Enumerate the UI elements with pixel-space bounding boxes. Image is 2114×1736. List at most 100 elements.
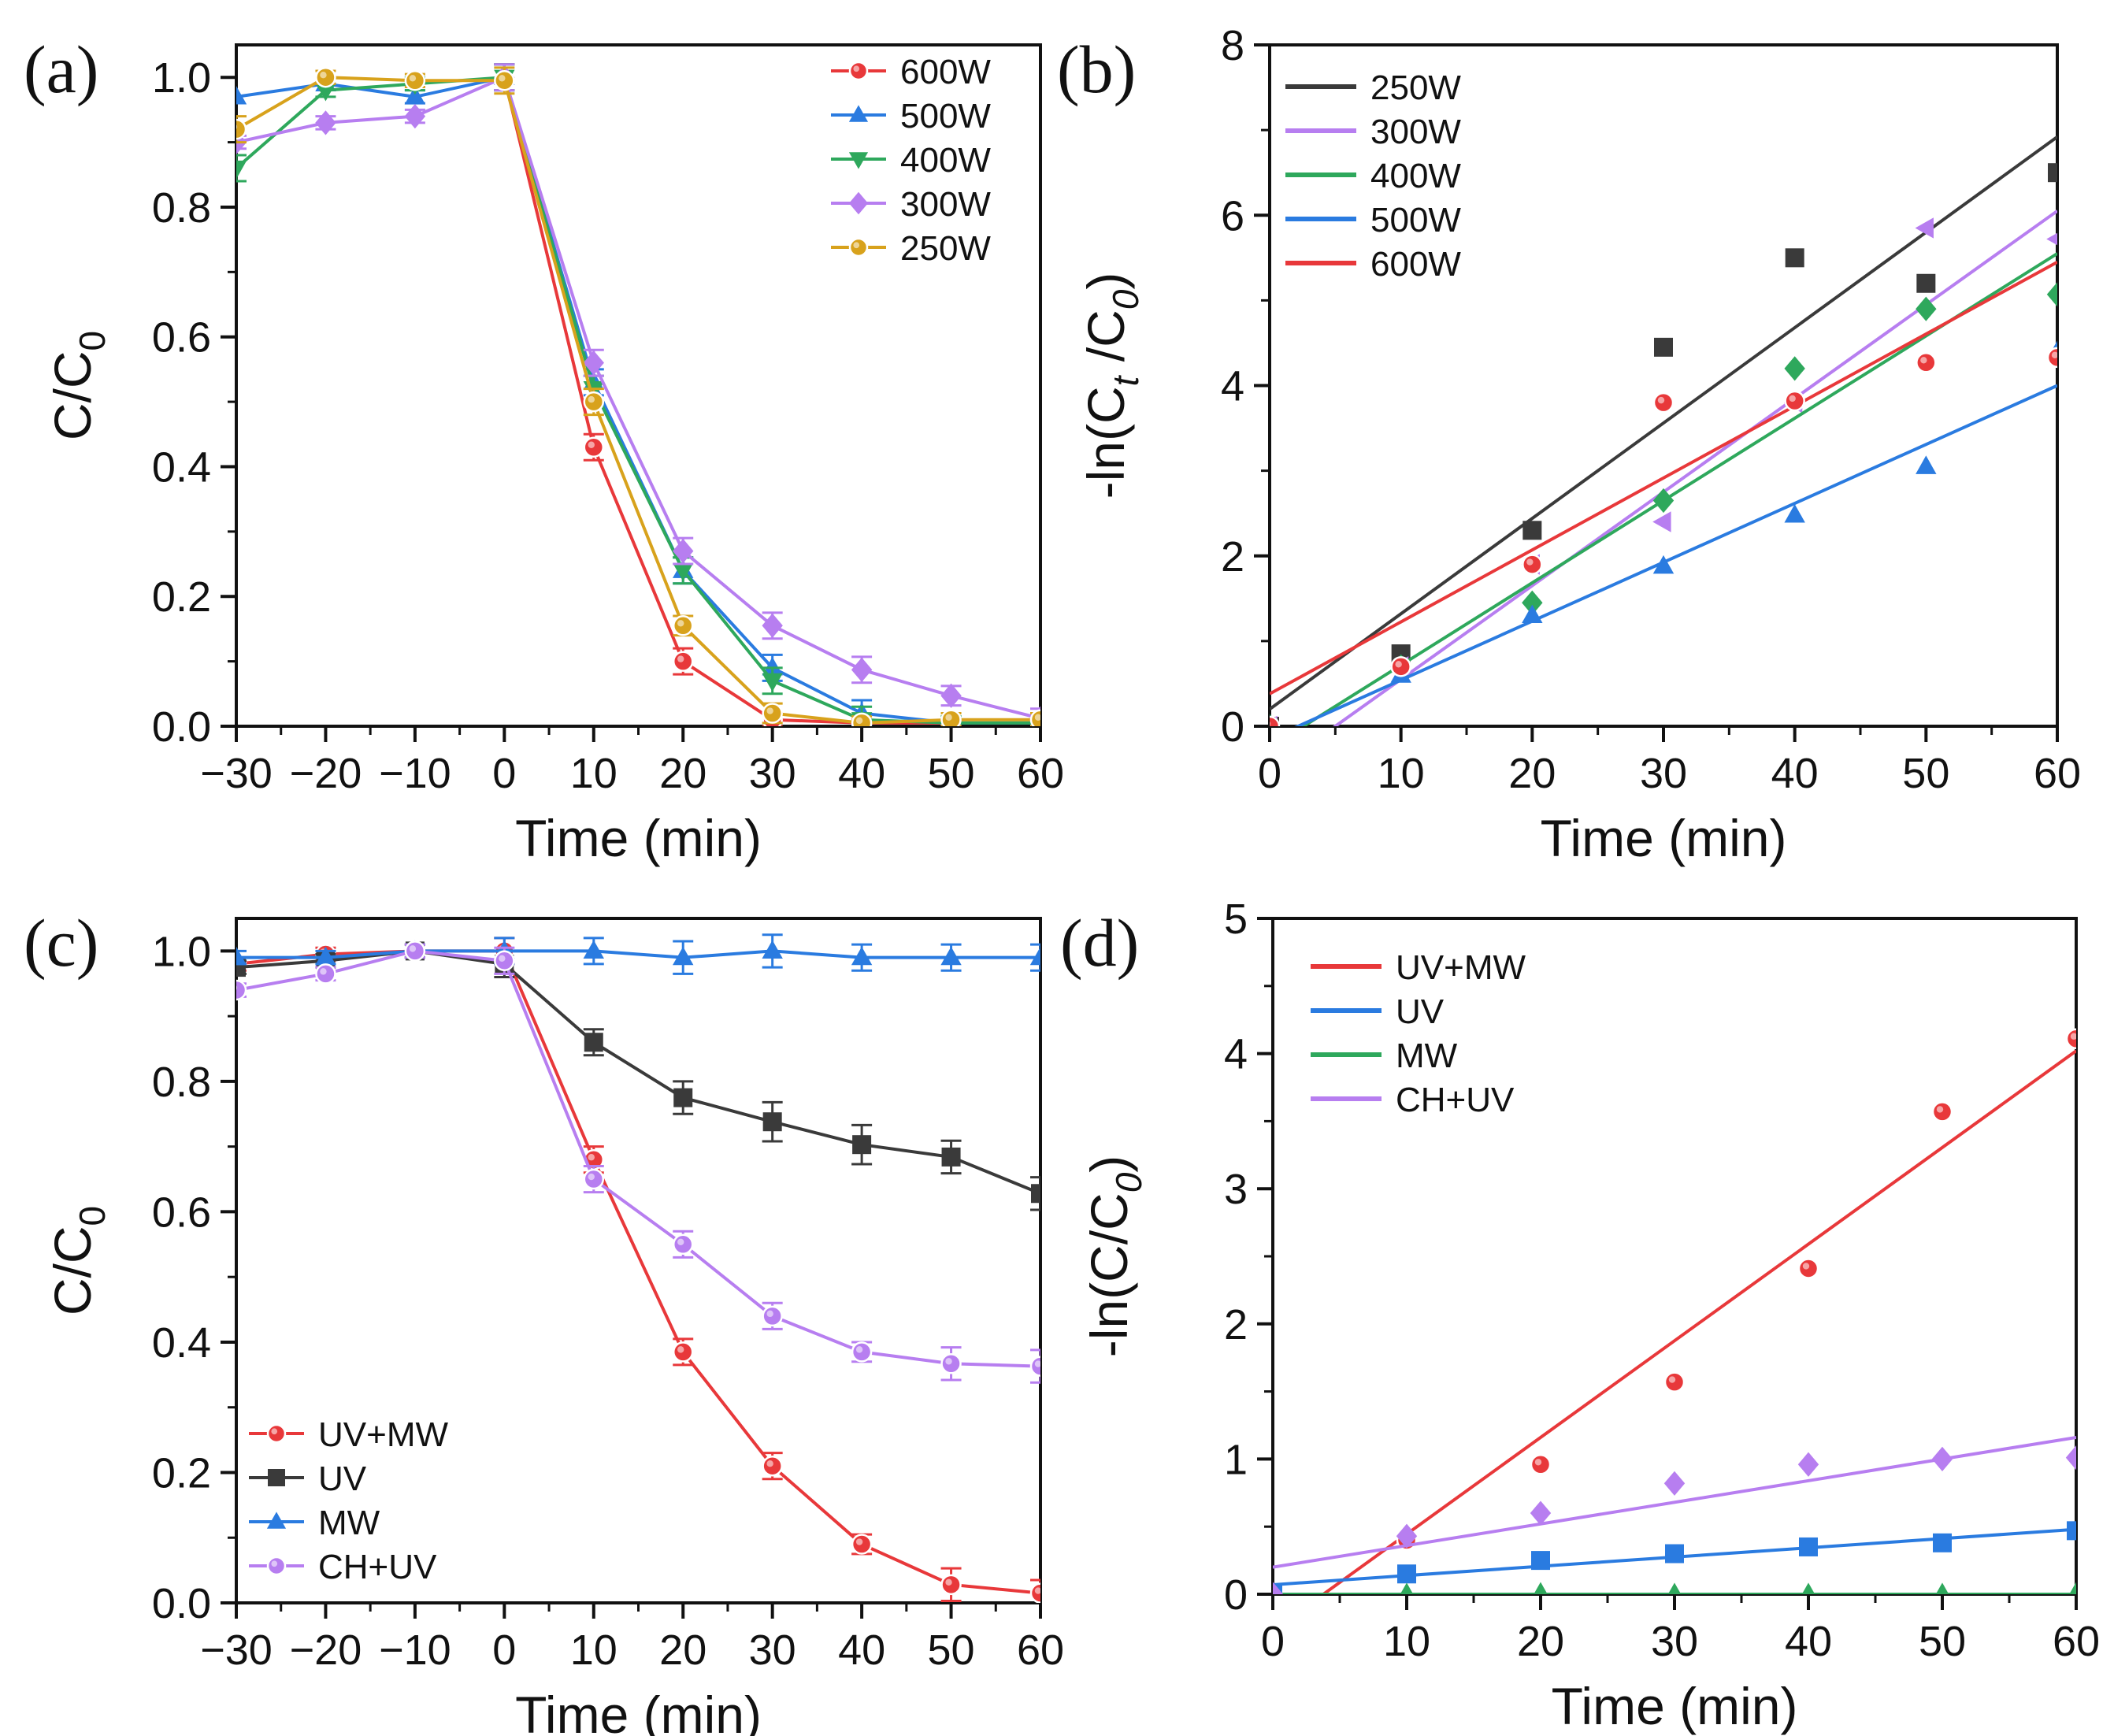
- data-point: [1916, 273, 1936, 293]
- legend-label: UV: [318, 1460, 367, 1498]
- data-point: [236, 160, 247, 180]
- series-line: [236, 76, 1040, 725]
- data-point: [1397, 1564, 1416, 1584]
- legend-label: UV: [1396, 992, 1445, 1031]
- data-point: [762, 940, 783, 959]
- fit-line: [1320, 1049, 2076, 1594]
- data-point: [583, 1168, 605, 1190]
- x-tick-label: −30: [200, 750, 273, 797]
- legend-label: 600W: [1370, 245, 1461, 284]
- data-point: [1654, 337, 1673, 357]
- data-point: [940, 1353, 962, 1374]
- series-ch-uv: [236, 940, 1040, 1384]
- x-axis-title: Time (min): [515, 809, 762, 867]
- legend-item: 250W: [831, 229, 991, 268]
- data-point: [672, 1233, 694, 1256]
- data-point: [1530, 1454, 1552, 1475]
- panel-label: (c): [24, 905, 98, 981]
- data-point-highlight: [945, 1358, 952, 1365]
- data-point: [851, 946, 873, 966]
- data-point: [1801, 1582, 1815, 1594]
- data-point: [2065, 1445, 2076, 1471]
- legend-item: UV: [1311, 992, 1445, 1031]
- data-point-highlight: [1034, 1587, 1040, 1594]
- legend-item: 400W: [1285, 157, 1461, 195]
- plot-area: [236, 933, 1040, 1603]
- x-tick-label: 40: [1771, 750, 1819, 797]
- series-line: [236, 949, 1040, 1595]
- x-tick-label: 10: [1378, 750, 1425, 797]
- data-point-highlight: [588, 395, 595, 403]
- data-point: [315, 963, 336, 985]
- y-tick-label: 3: [1224, 1166, 1248, 1213]
- data-point: [583, 351, 604, 376]
- legend-label: MW: [318, 1504, 380, 1542]
- legend-item: CH+UV: [1311, 1081, 1515, 1119]
- x-tick-label: 20: [659, 1627, 707, 1674]
- x-axis-title: Time (min): [1541, 809, 1787, 867]
- legend-item: 300W: [831, 185, 991, 224]
- series-uv-mw: [1273, 1028, 2076, 1594]
- x-tick-label: 0: [1261, 1618, 1285, 1665]
- data-point: [1522, 590, 1543, 615]
- y-axis-title: C/C0: [43, 331, 113, 440]
- legend-label: 400W: [1370, 157, 1461, 195]
- panel-c: (c) −30 −20 −10 0 10 20 30 40 50 60 0.0 0.2 0.4 0.6 0.8…: [24, 905, 1064, 1736]
- data-point: [1534, 1582, 1548, 1594]
- panel-label: (a): [24, 32, 98, 107]
- legend-marker: [848, 191, 869, 215]
- y-tick-label: 0: [1221, 703, 1244, 751]
- y-tick-label: 0.6: [152, 314, 211, 362]
- data-point: [1396, 1523, 1418, 1549]
- legend-item: CH+UV: [249, 1548, 437, 1586]
- y-axis-title-sub: 0: [72, 1206, 113, 1226]
- data-point: [673, 946, 694, 966]
- y-tick-label: 0.4: [152, 443, 211, 491]
- data-point: [236, 118, 247, 140]
- data-point: [315, 66, 336, 88]
- data-point: [494, 70, 515, 91]
- y-tick-label: 1: [1224, 1436, 1248, 1483]
- data-point-highlight: [409, 945, 417, 952]
- data-point: [404, 70, 426, 91]
- data-point: [1029, 946, 1040, 966]
- data-point: [673, 562, 694, 582]
- data-point-highlight: [2070, 1033, 2076, 1040]
- y-tick-label: 0.0: [152, 703, 211, 751]
- x-tick-label: 30: [749, 1627, 796, 1674]
- data-point-highlight: [1034, 1360, 1040, 1367]
- x-tick-label: 60: [2034, 750, 2081, 797]
- x-tick-label: 40: [1785, 1618, 1832, 1665]
- data-point: [672, 615, 694, 636]
- y-axis-title-end: ): [1077, 273, 1135, 290]
- data-point: [1652, 488, 1675, 514]
- y-tick-label: 0.0: [152, 1580, 211, 1627]
- legend-marker-highlight: [853, 65, 860, 72]
- data-point: [404, 104, 426, 129]
- data-point: [1029, 1582, 1040, 1603]
- series-mw: [1273, 1582, 2076, 1594]
- series-line: [236, 949, 1040, 1196]
- x-tick-label: −20: [290, 1627, 362, 1674]
- data-point: [762, 657, 783, 676]
- y-tick-label: 5: [1224, 896, 1248, 943]
- data-point-highlight: [499, 955, 506, 962]
- panel-a: (a) −30 −20 −10 0 10 20 30 40 50 60 0.0 0.2 0.4 0.6 0.8…: [24, 32, 1064, 867]
- data-point: [1665, 1544, 1684, 1564]
- legend-label: 250W: [900, 229, 991, 268]
- panel-label: (b): [1057, 32, 1136, 107]
- data-point-highlight: [677, 1238, 684, 1246]
- data-point: [1797, 1452, 1819, 1477]
- legend-label: 300W: [900, 185, 991, 224]
- series-250w: [236, 66, 1040, 726]
- x-tick-label: 50: [1919, 1618, 1966, 1665]
- x-tick-label: 30: [1640, 750, 1687, 797]
- legend-item: 300W: [1285, 113, 1461, 151]
- data-point: [1916, 455, 1937, 474]
- series-600w: [1270, 260, 2057, 726]
- x-tick-label: 10: [570, 750, 618, 797]
- data-point-highlight: [677, 620, 684, 627]
- data-point-highlight: [1668, 1376, 1676, 1383]
- data-point: [583, 436, 605, 458]
